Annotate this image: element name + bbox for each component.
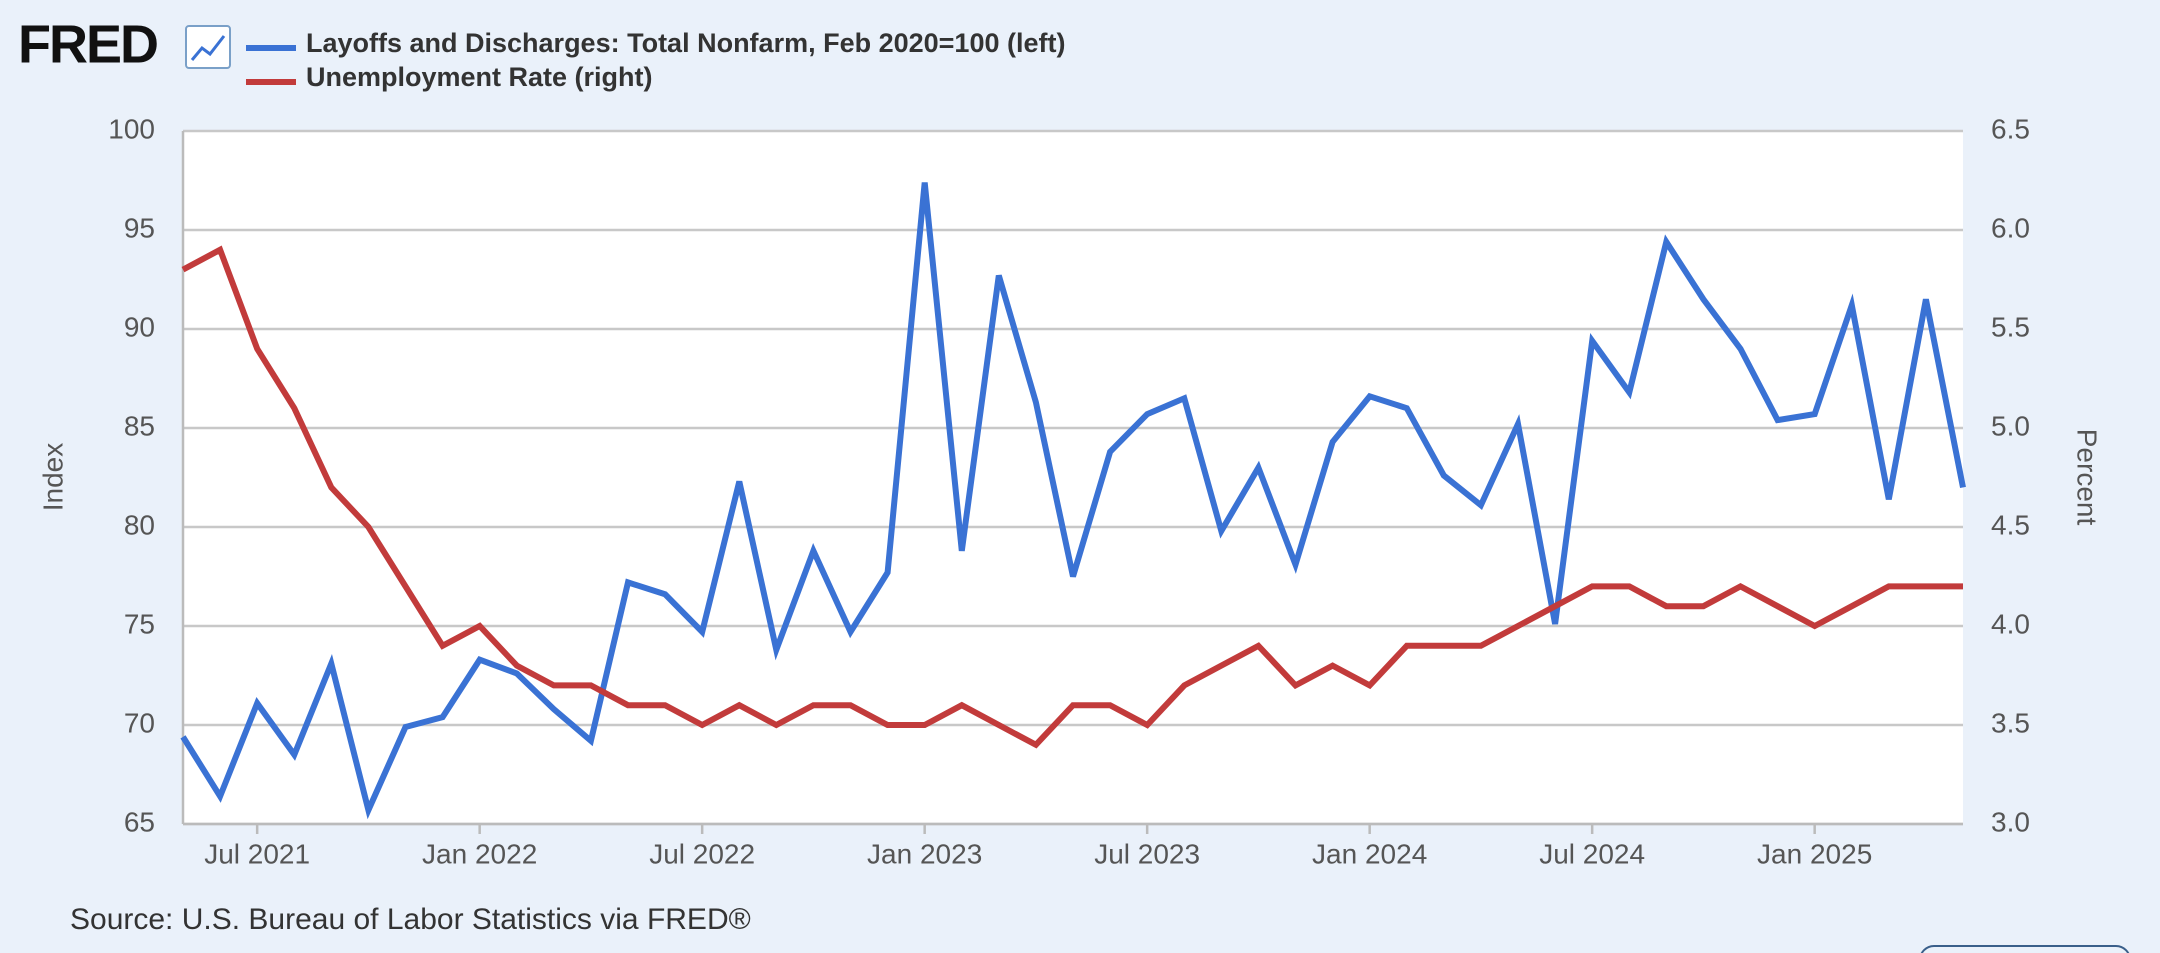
plot-area bbox=[183, 131, 1963, 824]
y-tick-label: 100 bbox=[108, 113, 155, 144]
x-tick-label: Jul 2024 bbox=[1539, 838, 1645, 869]
button[interactable] bbox=[1920, 945, 2130, 953]
series-line bbox=[181, 245, 1963, 749]
logo-icon bbox=[185, 25, 231, 69]
y2-tick-label: 4.5 bbox=[1991, 509, 2030, 540]
y-tick-label: 75 bbox=[124, 608, 155, 639]
x-tick-label: Jan 2024 bbox=[1312, 838, 1427, 869]
x-tick-label: Jul 2023 bbox=[1094, 838, 1200, 869]
y-tick-label: 65 bbox=[124, 806, 155, 837]
y2-tick-label: 4.0 bbox=[1991, 608, 2030, 639]
y2-tick-label: 3.0 bbox=[1991, 806, 2030, 837]
x-tick-label: Jan 2025 bbox=[1757, 838, 1872, 869]
y2-tick-label: 6.0 bbox=[1991, 212, 2030, 243]
series-line bbox=[180, 182, 1966, 820]
x-tick-label: Jan 2023 bbox=[867, 838, 982, 869]
x-tick-label: Jul 2022 bbox=[649, 838, 755, 869]
source: Source: U.S. Bureau of Labor Statistics … bbox=[70, 903, 751, 936]
y-tick-label: 80 bbox=[124, 509, 155, 540]
y2-tick-label: 6.5 bbox=[1991, 113, 2030, 144]
y-tick-label: 70 bbox=[124, 707, 155, 738]
y2-axis-label: Percent bbox=[2072, 429, 2103, 526]
y-axis-label: Index bbox=[37, 443, 68, 512]
y2-tick-label: 5.0 bbox=[1991, 410, 2030, 441]
y-tick-label: 95 bbox=[124, 212, 155, 243]
logo: FRED bbox=[18, 14, 157, 74]
legend-label: Layoffs and Discharges: Total Nonfarm, F… bbox=[306, 28, 1065, 58]
x-tick-label: Jan 2022 bbox=[422, 838, 537, 869]
y-tick-label: 85 bbox=[124, 410, 155, 441]
legend-label: Unemployment Rate (right) bbox=[306, 62, 653, 92]
y-tick-label: 90 bbox=[124, 311, 155, 342]
y2-tick-label: 3.5 bbox=[1991, 707, 2030, 738]
y2-tick-label: 5.5 bbox=[1991, 311, 2030, 342]
x-tick-label: Jul 2021 bbox=[204, 838, 310, 869]
